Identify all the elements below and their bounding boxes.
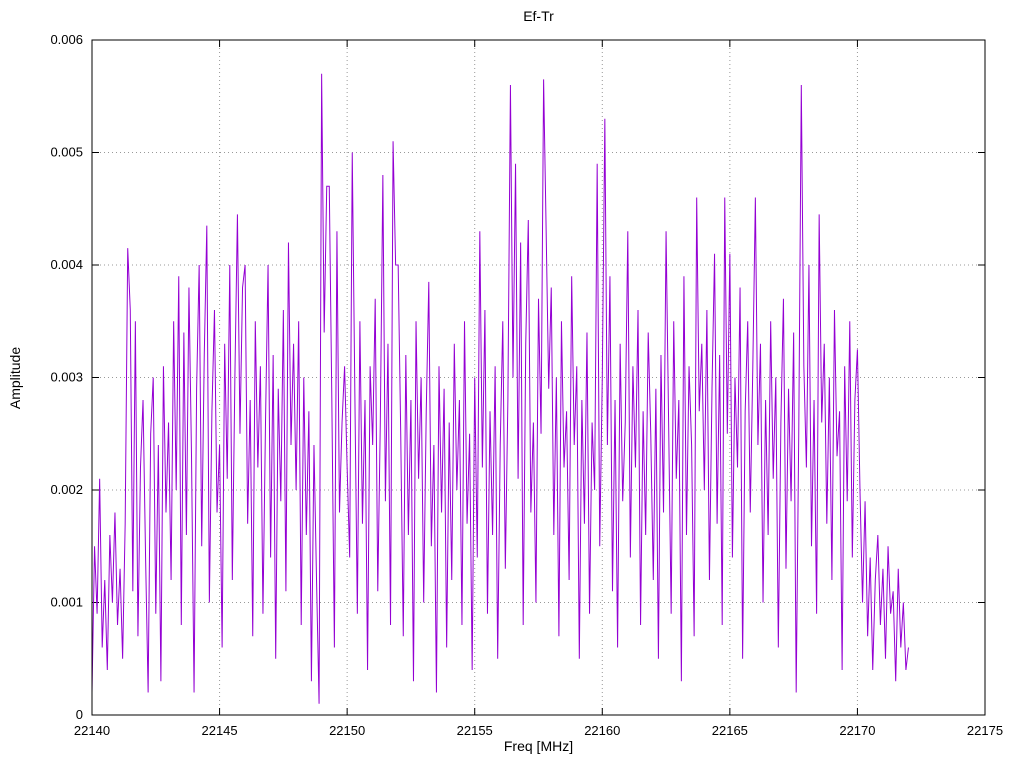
y-tick-label: 0 [76,707,83,722]
x-tick-label: 22160 [584,723,620,738]
x-axis-label: Freq [MHz] [503,738,574,754]
x-tick-label: 22145 [201,723,237,738]
plot-border [91,39,986,716]
x-tick-label: 22165 [712,723,748,738]
y-tick-label: 0.001 [50,595,83,610]
x-tick-label: 22175 [967,723,1003,738]
chart-title: Ef-Tr [523,8,554,24]
y-axis-label: Amplitude [7,346,23,410]
data-series-line [91,73,909,704]
y-tick-label: 0.003 [50,370,83,385]
x-tick-label: 22150 [329,723,365,738]
x-tick-label: 22155 [457,723,493,738]
y-tick-label: 0.002 [50,482,83,497]
x-tick-label: 22170 [839,723,875,738]
y-tick-label: 0.006 [50,32,83,47]
y-tick-label: 0.005 [50,145,83,160]
y-tick-label: 0.004 [50,257,83,272]
x-tick-label: 22140 [74,723,110,738]
